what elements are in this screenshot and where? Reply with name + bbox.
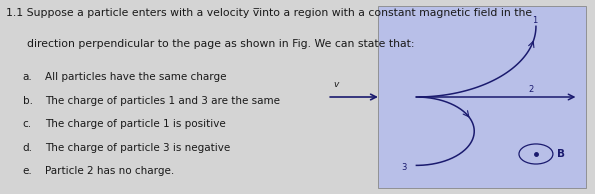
- Text: 3: 3: [401, 163, 406, 172]
- Text: 1.1 Suppose a particle enters with a velocity v̅into a region with a constant ma: 1.1 Suppose a particle enters with a vel…: [6, 8, 532, 18]
- Text: c.: c.: [23, 119, 32, 129]
- Text: All particles have the same charge: All particles have the same charge: [45, 72, 226, 82]
- Text: Particle 2 has no charge.: Particle 2 has no charge.: [45, 166, 174, 176]
- Bar: [378, 6, 586, 188]
- Text: a.: a.: [23, 72, 32, 82]
- Text: e.: e.: [23, 166, 32, 176]
- Text: 1: 1: [532, 16, 537, 25]
- Text: The charge of particles 1 and 3 are the same: The charge of particles 1 and 3 are the …: [45, 96, 280, 106]
- Text: v: v: [333, 80, 339, 89]
- Text: The charge of particle 3 is negative: The charge of particle 3 is negative: [45, 143, 230, 153]
- Text: The charge of particle 1 is positive: The charge of particle 1 is positive: [45, 119, 226, 129]
- Text: 2: 2: [528, 85, 534, 94]
- Text: direction perpendicular to the page as shown in Fig. We can state that:: direction perpendicular to the page as s…: [6, 39, 415, 49]
- Text: b.: b.: [23, 96, 33, 106]
- Text: d.: d.: [23, 143, 33, 153]
- Text: B: B: [557, 149, 565, 159]
